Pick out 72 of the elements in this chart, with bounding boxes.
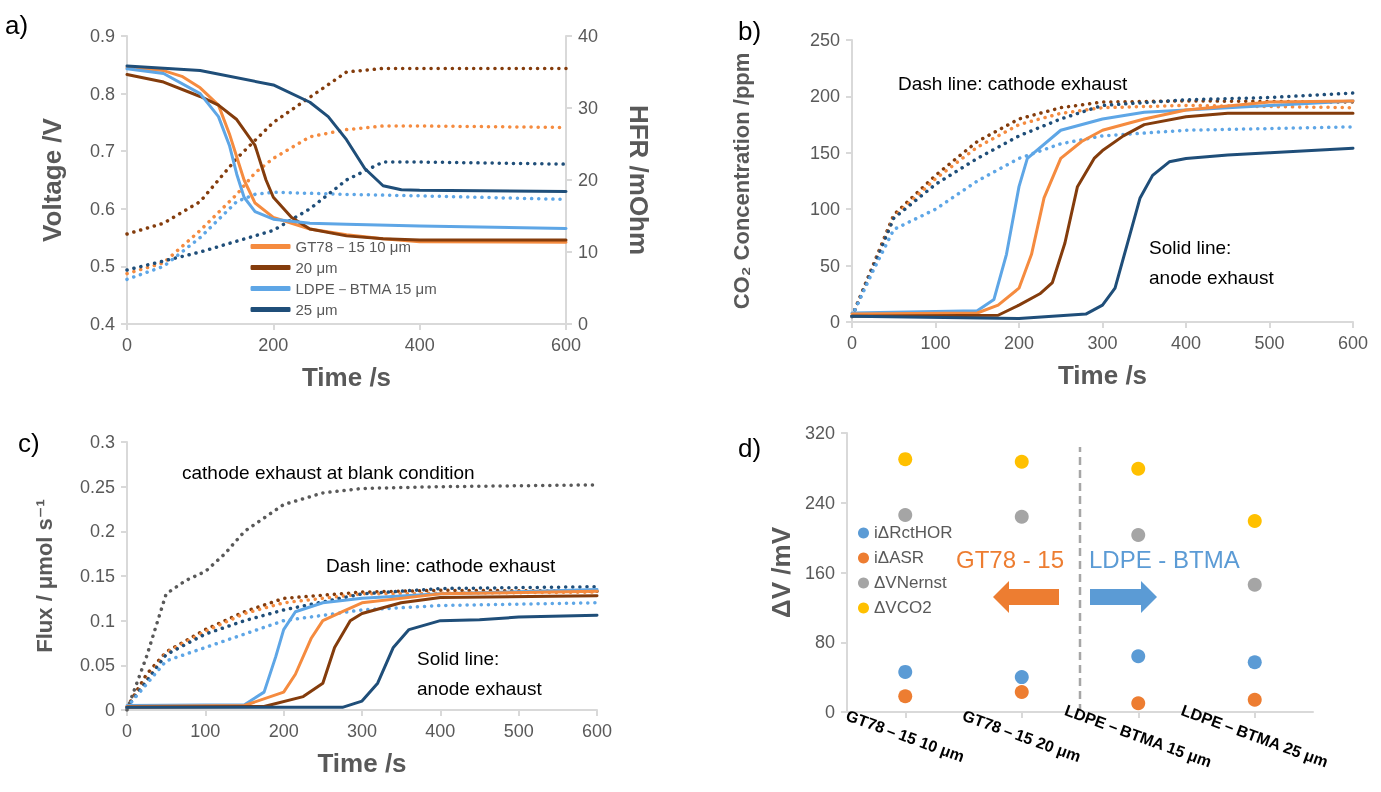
y2-tick-label: 30	[578, 98, 599, 118]
annotation: LDPE - BTMA	[1089, 545, 1240, 573]
y-tick-label: 50	[819, 255, 840, 276]
y-tick-label: 160	[804, 562, 835, 583]
x-tick-label: 500	[503, 721, 534, 741]
x-tick-label: 400	[425, 721, 456, 741]
chart-title: b)	[738, 16, 762, 46]
legend-label: ΔVCO2	[874, 598, 932, 618]
chart-title: d)	[738, 433, 762, 463]
y2-tick-label: 40	[578, 26, 599, 46]
annotation: cathode exhaust at blank condition	[182, 461, 475, 483]
x-tick-label: 0	[121, 335, 133, 355]
y-tick-label: 0	[829, 312, 840, 332]
y-tick-label: 0.4	[89, 314, 115, 334]
x-tick-label: 300	[1087, 333, 1118, 353]
x-axis-title: Time /s	[317, 748, 407, 778]
legend-label: iΔASR	[874, 548, 925, 568]
y-tick-label: 0.2	[89, 521, 115, 542]
annotation: Dash line: cathode exhaust	[898, 72, 1128, 94]
chart-title: c)	[18, 428, 40, 458]
x-tick-label: 200	[258, 335, 289, 355]
y-tick-label: 80	[814, 632, 835, 653]
y-tick-label: 0.25	[79, 476, 115, 497]
y-tick-label: 320	[804, 423, 835, 443]
legend-label: LDPE－BTMA 15 μm	[295, 280, 437, 297]
annotation: Dash line: cathode exhaust	[326, 554, 556, 576]
y-axis-title: Voltage /V	[37, 117, 67, 242]
y-tick-label: 0.7	[89, 141, 115, 162]
y-tick-label: 0.1	[89, 610, 115, 631]
y-tick-label: 0.15	[79, 566, 115, 586]
y-tick-label: 0.6	[89, 198, 115, 219]
y2-axis-title: HFR /mOhm	[624, 104, 654, 256]
y-tick-label: 240	[804, 492, 835, 513]
annotation: Solid line: anode exhaust	[1149, 236, 1275, 288]
x-axis-title: Time /s	[301, 362, 392, 392]
y-axis-title: Flux / μmol s⁻¹	[31, 499, 57, 653]
y2-tick-label: 20	[578, 170, 599, 190]
y-tick-label: 0.5	[89, 256, 115, 277]
y-tick-label: 0.9	[89, 26, 115, 46]
y-tick-label: 0.3	[89, 432, 115, 452]
y-axis-title: ΔV /mV	[766, 526, 797, 618]
x-tick-label: 200	[268, 721, 299, 741]
x-tick-label: 600	[1337, 333, 1369, 353]
x-tick-label: 100	[920, 333, 951, 353]
y-tick-label: 250	[809, 30, 840, 50]
y-tick-label: 150	[809, 142, 840, 163]
x-tick-label: 400	[1170, 333, 1202, 353]
y-tick-label: 0.8	[89, 83, 115, 104]
y-tick-label: 100	[809, 199, 840, 220]
legend-label: ΔVNernst	[874, 573, 948, 593]
y-axis-title: CO₂ Concentration /ppm	[728, 52, 754, 310]
x-tick-label: 500	[1254, 333, 1285, 353]
x-tick-label: 200	[1003, 333, 1035, 353]
y2-tick-label: 0	[578, 314, 589, 334]
x-tick-label: 400	[404, 335, 435, 355]
x-tick-label: 100	[190, 721, 221, 741]
x-tick-label: 300	[346, 721, 378, 741]
y2-tick-label: 10	[578, 242, 599, 262]
legend-label: 20 μm	[295, 259, 338, 276]
y-tick-label: 0.05	[79, 655, 115, 676]
legend-label: iΔRctHOR	[874, 523, 953, 543]
annotation: Solid line: anode exhaust	[417, 647, 543, 699]
legend-label: GT78－15 10 μm	[295, 238, 411, 255]
chart-title: a)	[5, 10, 29, 40]
x-tick-label: 600	[550, 335, 582, 355]
x-tick-label: 600	[581, 721, 613, 741]
legend-label: 25 μm	[295, 301, 338, 318]
x-tick-label: 0	[121, 721, 133, 741]
y-tick-label: 200	[809, 86, 840, 107]
annotation: GT78 - 15	[956, 545, 1065, 573]
x-axis-title: Time /s	[1057, 360, 1148, 390]
x-tick-label: 0	[846, 333, 858, 353]
